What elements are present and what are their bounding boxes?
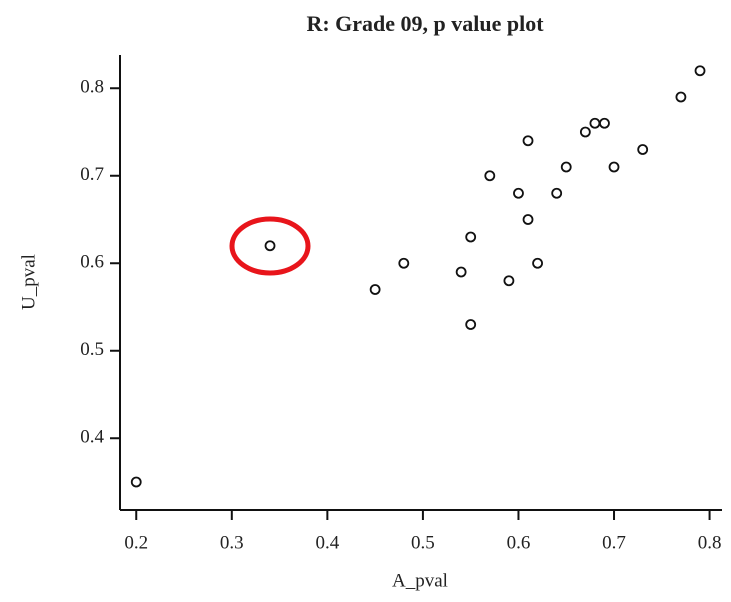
x-tick-label: 0.7 <box>602 532 626 553</box>
y-tick-label: 0.8 <box>80 77 104 98</box>
x-tick-label: 0.3 <box>220 532 244 553</box>
point <box>465 319 477 330</box>
point <box>130 476 142 488</box>
point <box>465 231 477 243</box>
point <box>513 187 524 199</box>
point <box>522 135 534 147</box>
x-axis-label: A_pval <box>392 570 448 591</box>
point <box>369 284 381 295</box>
x-tick-label: 0.6 <box>507 532 531 553</box>
point <box>637 144 649 155</box>
point <box>455 266 467 278</box>
point <box>264 240 276 252</box>
x-tick-label: 0.2 <box>124 532 148 553</box>
point <box>589 117 601 129</box>
point <box>560 161 572 173</box>
point <box>484 170 496 182</box>
y-tick-label: 0.5 <box>80 339 104 360</box>
point <box>398 257 410 269</box>
point <box>694 65 706 77</box>
point <box>522 214 534 225</box>
highlight-ring <box>229 216 311 276</box>
y-tick-label: 0.4 <box>80 427 104 448</box>
y-axis-label: U_pval <box>18 254 39 310</box>
y-tick-label: 0.7 <box>80 164 104 185</box>
y-tick-label: 0.6 <box>80 252 104 273</box>
x-tick-label: 0.8 <box>698 532 722 553</box>
x-tick-label: 0.5 <box>411 532 435 553</box>
point <box>503 275 515 287</box>
point <box>579 126 591 138</box>
x-tick-label: 0.4 <box>315 532 339 553</box>
point <box>599 117 610 129</box>
chart-title: R: Grade 09, p value plot <box>306 11 544 36</box>
point <box>608 161 620 173</box>
point <box>532 257 543 269</box>
point <box>551 187 563 199</box>
point <box>675 91 687 103</box>
